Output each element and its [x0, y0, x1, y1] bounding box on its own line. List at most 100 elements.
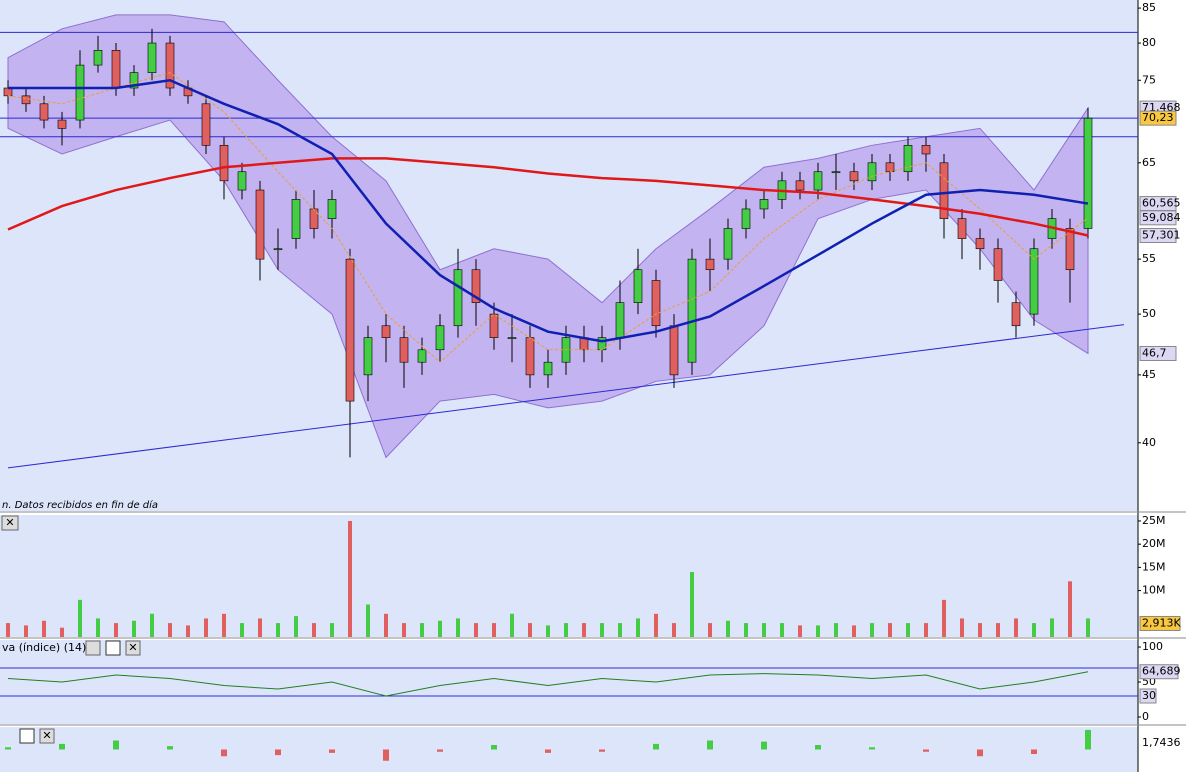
macd-bar	[275, 749, 281, 756]
candle-body	[741, 208, 751, 229]
close-button[interactable]: ✕	[125, 640, 141, 656]
volume-bar	[132, 620, 136, 637]
macd-bar	[437, 749, 443, 752]
volume-bar	[204, 618, 208, 637]
annotation: n. Datos recibidos en fin de día	[2, 499, 158, 511]
price-label-box	[1139, 228, 1177, 244]
volume-bar	[528, 623, 532, 637]
candle-body	[525, 337, 535, 376]
volume-bar	[690, 572, 694, 637]
volume-bar	[186, 625, 190, 637]
volume-bar	[618, 623, 622, 637]
candle-body	[111, 50, 121, 89]
y-tick-label: 80	[1142, 36, 1156, 49]
candle-body	[327, 199, 337, 219]
candle-body	[903, 145, 913, 173]
macd-bar	[1085, 729, 1091, 750]
candle-body	[129, 72, 139, 89]
volume-bar	[474, 623, 478, 637]
price-label-box	[1139, 110, 1177, 126]
volume-bar	[906, 623, 910, 637]
volume-bar	[24, 625, 28, 637]
volume-bar	[744, 623, 748, 637]
volume-bar	[1086, 618, 1090, 637]
panel-title: va (índice) (14)	[2, 641, 86, 654]
macd-bar	[653, 743, 659, 750]
candle-body	[633, 269, 643, 303]
volume-bar	[798, 625, 802, 637]
window-button[interactable]	[19, 728, 35, 744]
close-button[interactable]: ✕	[1, 515, 19, 531]
volume-bar	[852, 625, 856, 637]
candle-body	[57, 119, 67, 129]
volume-bar	[330, 623, 334, 637]
macd-bar	[599, 749, 605, 752]
price-label: 60,565	[1142, 197, 1181, 210]
candle-body	[957, 218, 967, 239]
volume-bar	[78, 599, 82, 637]
y-tick-label: 15M	[1142, 560, 1166, 573]
macd-bar	[1031, 749, 1037, 754]
volume-bar	[240, 623, 244, 637]
candle-body	[849, 171, 859, 182]
volume-bar	[114, 623, 118, 637]
rsi-line	[7, 671, 1089, 697]
volume-bar	[888, 623, 892, 637]
y-tick-label: 45	[1142, 368, 1156, 381]
macd-bar	[869, 747, 875, 750]
macd-bar	[113, 740, 119, 750]
macd-bar	[923, 749, 929, 752]
close-button[interactable]: ✕	[39, 728, 55, 744]
volume-bar	[402, 623, 406, 637]
macd-bar	[59, 743, 65, 750]
volume-bar	[438, 620, 442, 637]
svg-text:✕: ✕	[128, 641, 137, 654]
macd-bar	[545, 749, 551, 753]
candle-body	[705, 258, 715, 271]
y-tick-label: 40	[1142, 436, 1156, 449]
candle-body	[273, 248, 283, 251]
candle-body	[867, 162, 877, 182]
candle-body	[543, 361, 553, 376]
volume-bar	[600, 623, 604, 637]
volume-bar	[672, 623, 676, 637]
candle-body	[507, 337, 517, 339]
candle-body	[471, 269, 481, 303]
window-button[interactable]	[105, 640, 121, 656]
volume-bar	[150, 613, 154, 637]
price-label: 70,23	[1142, 111, 1174, 124]
volume-bar	[456, 618, 460, 637]
volume-bar	[222, 613, 226, 637]
volume-bar	[276, 623, 280, 637]
candle-body	[651, 280, 661, 327]
y-tick-label: 55	[1142, 252, 1156, 265]
candle-body	[1083, 117, 1093, 229]
volume-bar	[6, 623, 10, 637]
candle-body	[1065, 228, 1075, 271]
volume-bar	[582, 623, 586, 637]
volume-bar	[816, 625, 820, 637]
settings-button[interactable]	[85, 640, 101, 656]
candle-body	[291, 199, 301, 239]
candle-body	[345, 258, 355, 402]
volume-label-box	[1139, 615, 1181, 631]
candle-body	[453, 269, 463, 327]
price-label: 59,084	[1142, 211, 1181, 224]
level-label-box	[1139, 688, 1157, 704]
candle-body	[1011, 302, 1021, 327]
volume-bar	[870, 623, 874, 637]
candle-body	[1029, 248, 1039, 315]
candle-body	[615, 302, 625, 338]
candle-body	[381, 325, 391, 338]
volume-bar	[834, 623, 838, 637]
volume-bar	[294, 616, 298, 637]
volume-bar	[60, 627, 64, 637]
svg-text:✕: ✕	[42, 729, 51, 742]
rsi-label-box	[1139, 664, 1179, 680]
volume-bar	[726, 620, 730, 637]
candle-body	[921, 145, 931, 155]
candle-body	[255, 189, 265, 260]
candle-body	[363, 337, 373, 376]
volume-bar	[168, 623, 172, 637]
